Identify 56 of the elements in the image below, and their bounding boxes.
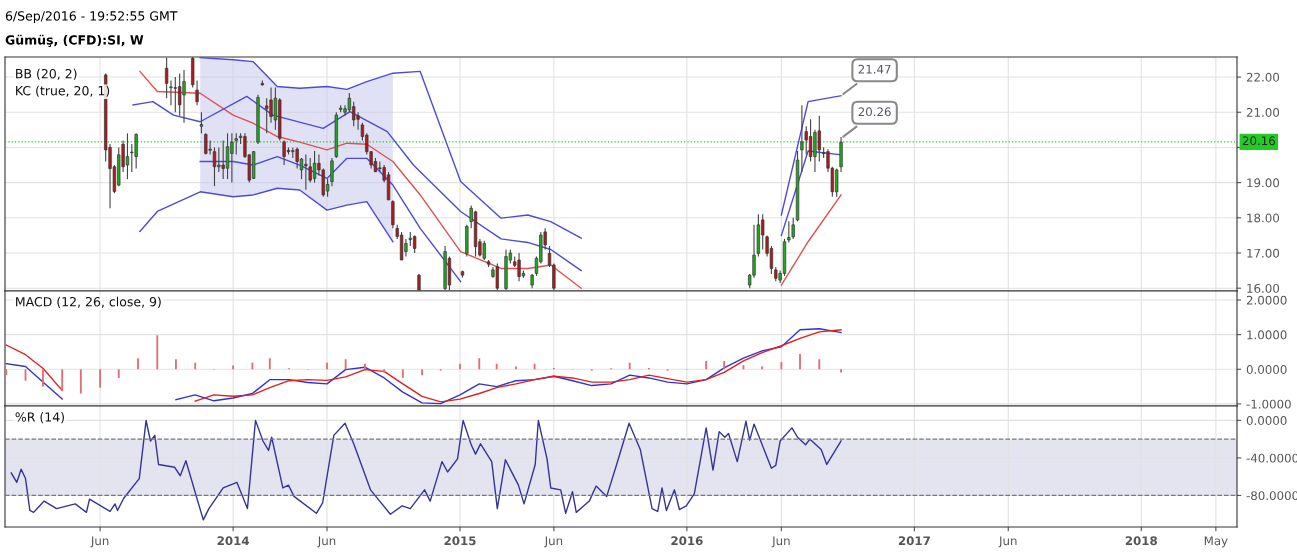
line-series <box>139 187 394 243</box>
x-tick-label: Jun <box>90 536 109 548</box>
ref-line-label: 20.16 <box>1242 136 1275 146</box>
candlestick <box>404 238 408 258</box>
annotation: KC (true, 20, 1) <box>16 85 110 97</box>
candlestick <box>517 252 521 282</box>
x-tick-label: Jun <box>317 536 336 548</box>
candlestick <box>808 118 813 163</box>
chart-title: Gümüş, (CFD):SI, W <box>5 34 144 47</box>
y-tick-label: 18.00 <box>1247 213 1280 223</box>
annotation: %R (14) <box>15 412 64 424</box>
y-tick-label: 1.0000 <box>1247 330 1287 340</box>
y-tick-label: 19.00 <box>1247 178 1280 188</box>
x-tick-label: Jun <box>771 536 790 548</box>
y-tick-label: 0.0000 <box>1246 416 1287 426</box>
y-tick-label: 0.0000 <box>1246 365 1287 374</box>
candlestick <box>134 132 138 170</box>
candlestick <box>800 104 804 173</box>
candlestick <box>265 97 269 134</box>
annotation: BB (20, 2) <box>16 68 77 80</box>
candlestick <box>791 217 795 240</box>
candlestick <box>295 146 299 170</box>
x-tick-label: May <box>1204 536 1228 548</box>
line-series <box>199 155 462 283</box>
y-tick-label: 17.00 <box>1247 248 1280 258</box>
candlestick <box>787 220 791 243</box>
y-tick-label: 21.00 <box>1246 107 1280 117</box>
candlestick <box>125 132 130 180</box>
x-tick-label: 2017 <box>898 536 930 546</box>
x-tick-label: 2018 <box>1125 536 1157 546</box>
y-tick-label: 2.0000 <box>1246 295 1287 305</box>
x-tick-label: Jun <box>998 536 1017 548</box>
x-tick-label: 2015 <box>444 536 476 546</box>
annotation: MACD (12, 26, close, 9) <box>16 296 161 308</box>
candlestick <box>225 132 230 180</box>
candlestick <box>312 150 317 184</box>
candlestick <box>212 146 217 187</box>
candlestick <box>199 111 204 134</box>
candlestick <box>391 199 395 229</box>
annotation: 21.47 <box>858 64 891 74</box>
chart-subtitle: 6/Sep/2016 - 19:52:55 GMT <box>5 11 178 24</box>
y-tick-label: -1.0000 <box>1246 399 1291 409</box>
y-tick-label: 22.00 <box>1246 72 1280 82</box>
x-tick-label: Jun <box>544 536 563 548</box>
candlestick <box>221 139 225 180</box>
candlestick <box>304 153 308 191</box>
candlestick <box>217 146 221 173</box>
candlestick <box>230 132 234 184</box>
y-tick-label: 16.00 <box>1247 283 1280 293</box>
candlestick <box>269 87 273 124</box>
candlestick <box>182 69 186 124</box>
x-tick-label: 2014 <box>217 536 250 546</box>
x-tick-label: 2016 <box>671 536 703 546</box>
candlestick <box>282 139 286 166</box>
candlestick <box>482 240 486 261</box>
annotation: 20.26 <box>858 107 891 117</box>
